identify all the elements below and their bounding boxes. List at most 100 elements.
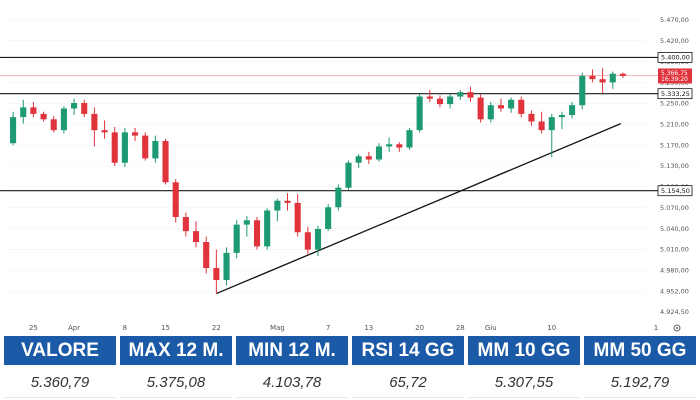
candle-body — [60, 108, 67, 131]
candle-body — [609, 73, 616, 83]
candle-body — [426, 96, 433, 99]
candle-down — [294, 194, 301, 237]
candle-down — [477, 94, 484, 123]
x-axis: 25 Apr 8 15 22 Mag 7 13 20 28 Giu 10 1 — [29, 324, 658, 332]
candle-down — [30, 101, 37, 118]
support-resistance-levels — [0, 56, 658, 192]
stat-header: MM 50 GG — [584, 336, 696, 365]
candle-up — [152, 135, 159, 163]
y-tick-label: 5.070,00 — [660, 204, 689, 212]
candle-up — [579, 72, 586, 110]
candle-down — [365, 151, 372, 164]
candle-body — [619, 73, 626, 76]
x-tick-label: 10 — [547, 324, 556, 332]
candle-body — [365, 156, 372, 160]
candle-up — [487, 101, 494, 123]
candle-body — [477, 97, 484, 120]
stat-max-12m: MAX 12 M. 5.375,08 — [120, 336, 232, 398]
candle-body — [20, 107, 27, 118]
stat-value: 5.360,79 — [4, 368, 116, 398]
candle-body — [569, 105, 576, 115]
candle-down — [132, 128, 139, 142]
price-label-box — [658, 68, 692, 84]
level-label: 5.400,00 — [657, 52, 693, 63]
y-tick-label: 5.130,00 — [660, 162, 689, 170]
candle-down — [528, 110, 535, 126]
y-tick-label: 4.952,00 — [660, 287, 689, 295]
candle-down — [467, 86, 474, 102]
candle-up — [243, 215, 250, 237]
level-label-text: 5.154,50 — [661, 187, 690, 195]
candle-body — [182, 217, 189, 232]
candle-down — [497, 98, 504, 112]
candle-body — [487, 105, 494, 120]
stat-header: MAX 12 M. — [120, 336, 232, 365]
level-label-box — [657, 88, 693, 100]
candle-down — [40, 111, 47, 122]
candle-body — [447, 96, 454, 105]
candle-up — [558, 111, 565, 130]
candle-body — [416, 96, 423, 131]
candle-down — [182, 212, 189, 237]
candle-down — [91, 107, 98, 147]
price-chart: 5.470,005.420,005.380,005.290,005.250,00… — [0, 16, 693, 332]
candle-up — [335, 184, 342, 211]
candle-down — [396, 142, 403, 152]
candle-down — [111, 126, 118, 166]
candle-body — [233, 224, 240, 253]
x-tick-label: 15 — [161, 324, 170, 332]
candle-body — [284, 200, 291, 203]
candle-body — [355, 156, 362, 163]
candle-body — [172, 182, 179, 218]
y-tick-label: 5.210,00 — [660, 120, 689, 128]
candle-body — [203, 242, 210, 269]
candle-body — [406, 130, 413, 148]
candle-body — [528, 113, 535, 122]
x-tick-label: 25 — [29, 324, 38, 332]
candle-body — [375, 146, 383, 160]
candle-body — [396, 144, 403, 148]
candle-body — [304, 232, 311, 250]
stat-header: MIN 12 M. — [236, 336, 348, 365]
candle-body — [325, 207, 332, 229]
x-tick-label: Apr — [68, 324, 80, 332]
candle-down — [81, 99, 88, 118]
candle-down — [162, 138, 169, 185]
stat-value: 4.103,78 — [236, 368, 348, 398]
y-tick-label: 5.250,00 — [660, 100, 689, 108]
candle-up — [60, 106, 67, 134]
candle-body — [538, 121, 545, 131]
candle-down — [284, 193, 291, 211]
price-label-time: 16:39:20 — [661, 76, 688, 83]
candle-body — [132, 132, 139, 136]
candle-up — [508, 97, 515, 113]
candle-up — [223, 247, 230, 286]
y-tick-label: 5.010,00 — [660, 246, 689, 254]
grid — [8, 19, 646, 313]
candle-body — [101, 130, 108, 133]
candle-body — [253, 220, 261, 247]
trendline — [216, 123, 622, 295]
candles — [10, 68, 626, 294]
y-tick-label: 4.924,50 — [660, 308, 689, 316]
candle-body — [152, 141, 159, 159]
level-label: 5.333,25 — [657, 88, 693, 100]
stat-value: 5.192,79 — [584, 368, 696, 398]
level-label-text: 5.333,25 — [661, 90, 690, 98]
candle-up — [375, 143, 383, 162]
gear-icon[interactable] — [673, 324, 681, 332]
stat-rsi-14: RSI 14 GG 65,72 — [352, 336, 464, 398]
candle-down — [518, 96, 525, 118]
y-tick-label: 5.040,00 — [660, 225, 689, 233]
candle-body — [579, 75, 586, 106]
candle-up — [325, 204, 332, 232]
candle-up — [406, 128, 413, 150]
candle-body — [91, 113, 98, 131]
level-label-box — [657, 52, 693, 63]
candle-down — [253, 217, 261, 250]
y-tick-label: 4.980,00 — [660, 266, 689, 274]
stats-table: VALORE 5.360,79 MAX 12 M. 5.375,08 MIN 1… — [4, 336, 696, 398]
candle-up — [569, 101, 576, 119]
candlestick-chart: 5.470,005.420,005.380,005.290,005.250,00… — [0, 16, 693, 332]
